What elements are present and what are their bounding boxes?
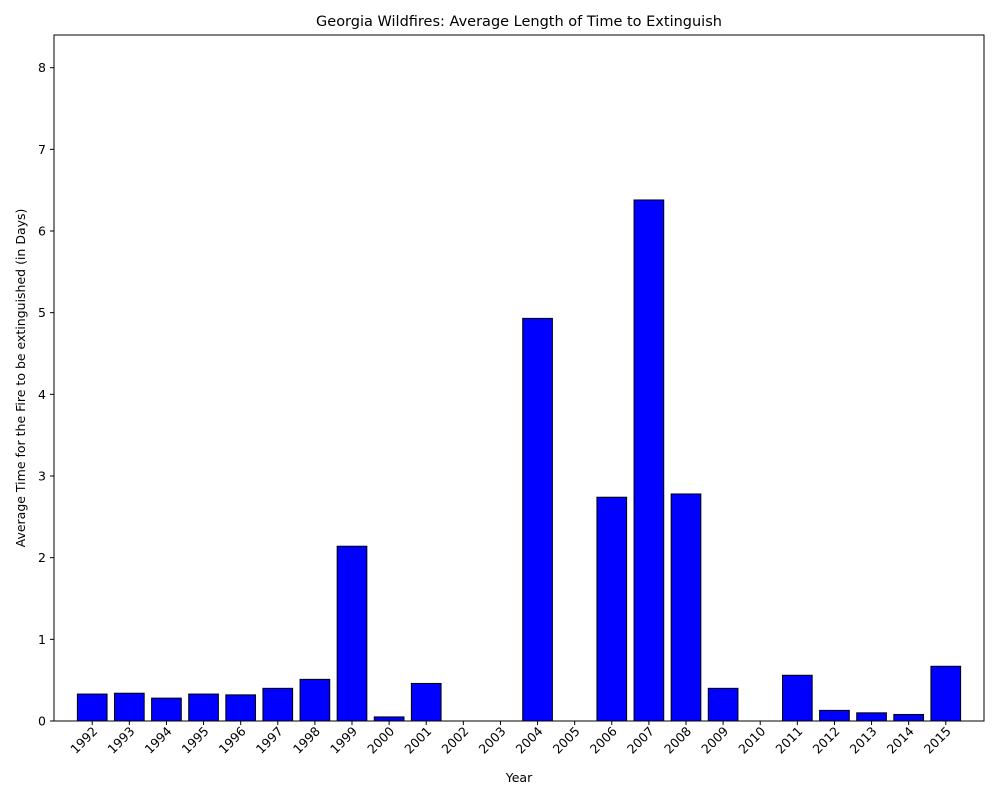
x-tick-label: 2000 xyxy=(364,723,397,756)
x-tick-label: 1992 xyxy=(67,724,100,757)
x-tick-label: 1995 xyxy=(179,724,212,757)
x-tick-label: 1997 xyxy=(253,724,286,757)
y-axis-ticks: 0 1 2 3 4 5 6 7 8 xyxy=(38,60,54,729)
y-tick-label: 2 xyxy=(38,550,46,565)
bar-2013 xyxy=(856,712,887,722)
bar-1999 xyxy=(336,545,368,722)
x-tick-label: 1993 xyxy=(104,724,137,757)
plot-frame xyxy=(53,34,985,722)
x-tick-label: 2002 xyxy=(438,724,471,757)
x-axis-label: Year xyxy=(505,770,533,785)
x-tick-label: 2010 xyxy=(735,723,768,756)
x-tick-label: 2014 xyxy=(884,723,917,756)
y-tick-label: 6 xyxy=(38,224,46,239)
bar-2008 xyxy=(670,493,702,722)
y-tick-label: 5 xyxy=(38,305,46,320)
bar-2014 xyxy=(893,713,925,722)
x-tick-label: 1994 xyxy=(141,723,174,756)
bar-2004 xyxy=(522,317,553,722)
x-tick-label: 2009 xyxy=(698,723,731,756)
x-tick-label: 1999 xyxy=(327,723,360,756)
bar-1996 xyxy=(225,694,257,722)
bar-2009 xyxy=(707,687,739,722)
chart-title: Georgia Wildfires: Average Length of Tim… xyxy=(316,14,722,30)
bar-2000 xyxy=(373,716,405,722)
bar-2001 xyxy=(410,682,442,722)
bar-1997 xyxy=(262,687,294,722)
bar-2007 xyxy=(633,199,665,722)
bar-2011 xyxy=(781,674,813,722)
y-tick-label: 7 xyxy=(38,142,46,157)
x-tick-label: 2013 xyxy=(847,724,880,757)
y-axis-label: Average Time for the Fire to be extingui… xyxy=(13,209,28,548)
bar-1998 xyxy=(299,678,331,722)
bar-1994 xyxy=(151,697,182,722)
bar-2012 xyxy=(819,709,850,722)
y-tick-label: 8 xyxy=(38,60,46,75)
bar-2015 xyxy=(930,665,962,722)
x-axis-ticks: 1992 1993 1994 1995 1996 1997 1998 1999 2000 2001… xyxy=(67,721,954,757)
y-tick-label: 3 xyxy=(38,469,46,484)
x-tick-label: 2004 xyxy=(513,723,546,756)
x-tick-label: 2011 xyxy=(772,724,805,757)
bar-1993 xyxy=(113,692,145,722)
x-tick-label: 2001 xyxy=(401,724,434,757)
bar-1995 xyxy=(188,693,219,722)
x-tick-label: 2006 xyxy=(587,723,620,756)
bar-1992 xyxy=(76,693,108,722)
x-tick-label: 1998 xyxy=(290,723,323,756)
x-tick-label: 2005 xyxy=(550,724,583,757)
x-tick-label: 2007 xyxy=(624,724,657,757)
bars-group xyxy=(76,199,962,722)
x-tick-label: 1996 xyxy=(216,723,249,756)
bar-2006 xyxy=(596,496,628,722)
y-tick-label: 1 xyxy=(38,632,46,647)
y-tick-label: 0 xyxy=(38,714,46,729)
x-tick-label: 2008 xyxy=(661,723,694,756)
x-tick-label: 2015 xyxy=(921,724,954,757)
x-tick-label: 2003 xyxy=(475,724,508,757)
x-tick-label: 2012 xyxy=(809,724,842,757)
y-tick-label: 4 xyxy=(38,387,46,402)
